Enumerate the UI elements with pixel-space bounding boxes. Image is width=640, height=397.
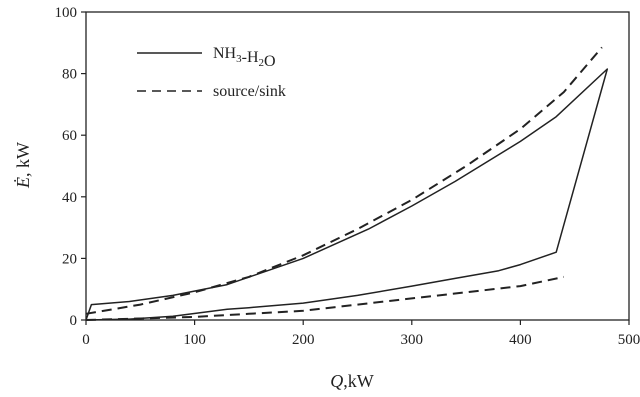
y-tick-label: 0 xyxy=(70,313,78,329)
x-tick-label: 0 xyxy=(82,332,90,348)
legend-label-source-sink: source/sink xyxy=(213,83,286,100)
series-layer xyxy=(85,46,609,321)
x-tick-label: 400 xyxy=(509,332,532,348)
tick-labels: 0 100 200 300 400 500 0 20 40 60 80 100 xyxy=(55,5,640,348)
axes xyxy=(81,11,630,325)
legend: NH3-H2O source/sink xyxy=(137,45,286,100)
y-tick-label: 20 xyxy=(62,251,77,267)
y-tick-label: 100 xyxy=(55,5,78,21)
x-tick-label: 500 xyxy=(618,332,640,348)
y-tick-label: 80 xyxy=(62,67,77,83)
y-tick-label: 40 xyxy=(62,190,77,206)
plot-frame xyxy=(85,11,630,321)
y-tick-label: 60 xyxy=(62,128,77,144)
x-tick-label: 200 xyxy=(292,332,315,348)
series-line-source-sink-2 xyxy=(85,275,565,321)
legend-label-nh3-h2o: NH3-H2O xyxy=(213,45,276,70)
x-tick-label: 100 xyxy=(183,332,206,348)
y-axis-title: Ė, kW xyxy=(13,142,33,189)
series-line-source-sink-1 xyxy=(85,46,603,315)
x-tick-label: 300 xyxy=(401,332,424,348)
x-axis-title: Q,kW xyxy=(330,371,374,391)
